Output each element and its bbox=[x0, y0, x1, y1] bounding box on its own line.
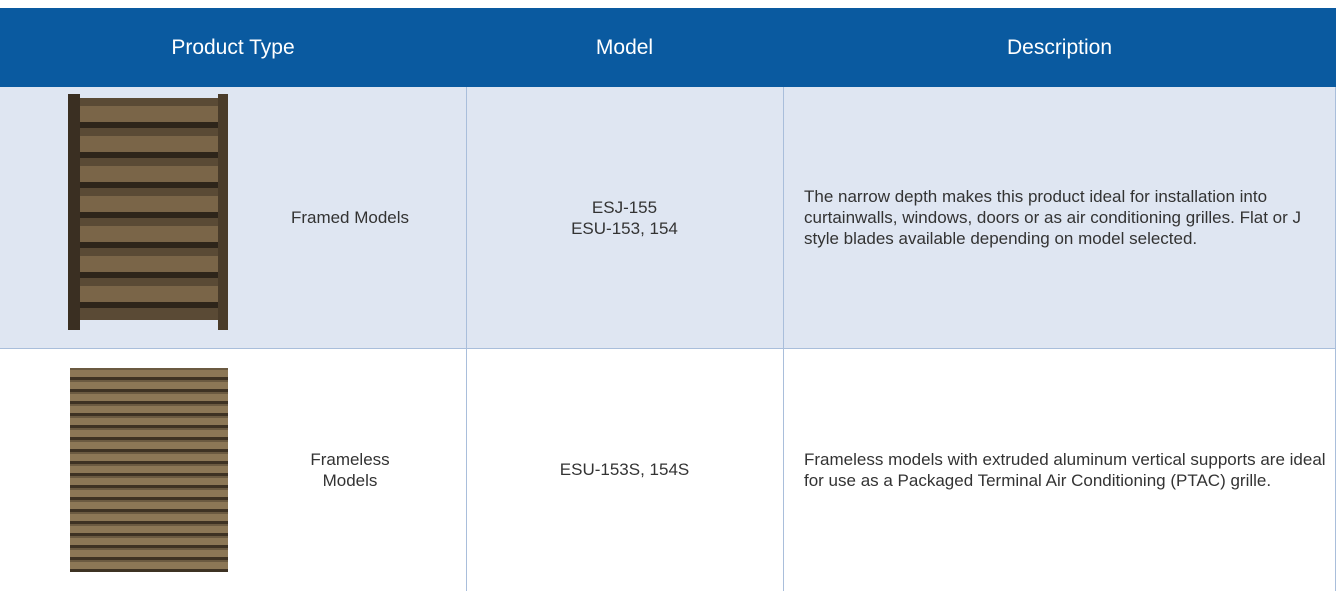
louver-part bbox=[70, 466, 228, 473]
louver-part bbox=[70, 442, 228, 449]
louver-part bbox=[80, 286, 228, 302]
louver-part bbox=[70, 418, 228, 425]
header-text: Description bbox=[1006, 35, 1113, 59]
louver-part bbox=[70, 377, 228, 380]
louver-part bbox=[70, 521, 228, 524]
louver-part bbox=[80, 226, 228, 242]
header-cell: Description bbox=[783, 8, 1336, 87]
model-line: ESU-153S, 154S bbox=[559, 460, 690, 479]
row-divider bbox=[0, 348, 1336, 349]
louver-part bbox=[80, 212, 228, 218]
louver-part bbox=[80, 106, 228, 122]
description: The narrow depth makes this product idea… bbox=[804, 87, 1334, 348]
louver-part bbox=[70, 478, 228, 485]
louver-part bbox=[80, 166, 228, 182]
cell-text: Frameless Models bbox=[310, 449, 390, 490]
louver-part bbox=[70, 382, 228, 389]
product-type: Frameless Models bbox=[290, 348, 410, 591]
product-image bbox=[70, 368, 228, 572]
model: ESU-153S, 154S bbox=[466, 348, 783, 591]
louver-part bbox=[70, 557, 228, 560]
cell-text: Frameless models with extruded aluminum … bbox=[804, 449, 1326, 490]
cell-text: Framed Models bbox=[290, 208, 410, 227]
model: ESJ-155 ESU-153, 154 bbox=[466, 87, 783, 348]
louver-part bbox=[80, 272, 228, 278]
header-text: Product Type bbox=[171, 35, 295, 59]
louver-part bbox=[70, 526, 228, 533]
louver-part bbox=[70, 569, 228, 572]
column-divider bbox=[466, 87, 467, 591]
louver-part bbox=[70, 389, 228, 392]
cell-text: The narrow depth makes this product idea… bbox=[804, 187, 1301, 248]
louver-part bbox=[218, 94, 228, 330]
cell-text: ESJ-155 ESU-153, 154 bbox=[571, 197, 678, 239]
louver-part bbox=[80, 302, 228, 308]
louver-part bbox=[70, 425, 228, 428]
louver-part bbox=[80, 136, 228, 152]
louver-part bbox=[70, 550, 228, 557]
louver-part bbox=[80, 182, 228, 188]
louver-part bbox=[70, 490, 228, 497]
model-line: ESU-153, 154 bbox=[571, 218, 678, 238]
louver-part bbox=[70, 545, 228, 548]
louver-part bbox=[80, 152, 228, 158]
louver-part bbox=[70, 497, 228, 500]
description: Frameless models with extruded aluminum … bbox=[804, 348, 1334, 591]
louver-part bbox=[80, 122, 228, 128]
louver-part bbox=[70, 430, 228, 437]
louver-part bbox=[70, 502, 228, 509]
louver-part bbox=[70, 461, 228, 464]
louver-part bbox=[70, 401, 228, 404]
header-cell: Product Type bbox=[0, 8, 466, 87]
louver-part bbox=[70, 437, 228, 440]
louver-part bbox=[70, 485, 228, 488]
model-line: ESJ-155 bbox=[591, 197, 658, 217]
louver-part bbox=[70, 514, 228, 521]
louver-part bbox=[70, 562, 228, 569]
louver-part bbox=[70, 509, 228, 512]
louver-part bbox=[80, 196, 228, 212]
louver-part bbox=[70, 406, 228, 413]
louver-part bbox=[70, 413, 228, 416]
header-text: Model bbox=[595, 35, 654, 59]
header-cell: Model bbox=[466, 8, 783, 87]
product-image bbox=[68, 94, 228, 330]
louver-part bbox=[80, 256, 228, 272]
louver-part bbox=[70, 473, 228, 476]
louver-part bbox=[70, 533, 228, 536]
louver-part bbox=[70, 370, 228, 377]
louver-part bbox=[70, 454, 228, 461]
louver-part bbox=[70, 394, 228, 401]
louver-part bbox=[70, 538, 228, 545]
column-divider bbox=[783, 87, 784, 591]
louver-part bbox=[68, 94, 80, 330]
louver-part bbox=[70, 449, 228, 452]
product-type: Framed Models bbox=[290, 87, 410, 348]
louver-part bbox=[80, 242, 228, 248]
